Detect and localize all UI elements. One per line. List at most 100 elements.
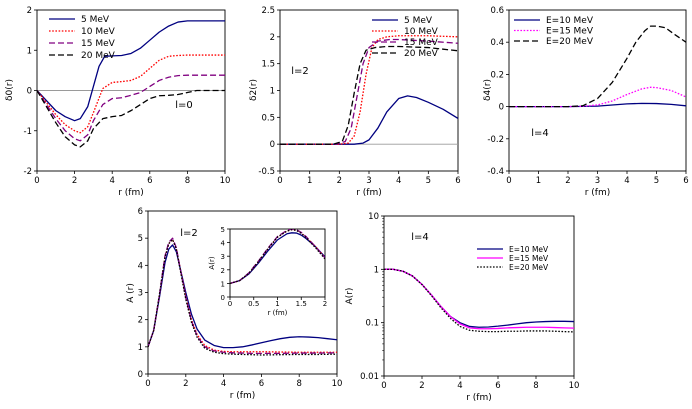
chart-4-annotation: l=2 — [180, 228, 198, 239]
chart-5-series-line-1 — [384, 268, 574, 328]
chart-3-series-line-3 — [509, 25, 686, 108]
chart-2-series-line-4 — [280, 45, 458, 145]
chart-5-series-line-3 — [384, 268, 574, 333]
chart-1-xtick-label: 10 — [220, 176, 231, 186]
chart-4-inset-ytick-label: 3 — [221, 253, 225, 261]
chart-4-xtick-label: 0 — [145, 379, 150, 389]
chart-5-annotation: l=4 — [411, 232, 429, 243]
chart-5-xtick-label: 8 — [533, 381, 538, 391]
chart-3-annotation: l=4 — [531, 128, 549, 139]
chart-1-xtick-label: 2 — [72, 176, 77, 186]
chart-5-xlabel: r (fm) — [466, 393, 492, 403]
chart-4-inset-ytick-label: 2 — [221, 267, 225, 275]
chart-5-ytick-label: 1 — [374, 265, 379, 275]
chart-2-ytick-label: -0.5 — [258, 167, 275, 177]
chart-1-ytick-label: 2 — [27, 6, 32, 16]
chart-1-legend-label-1: 5 MeV — [81, 15, 110, 25]
chart-3-ytick-label: -0.2 — [487, 135, 504, 145]
chart-1-ylabel: δ0(r) — [5, 79, 15, 101]
chart-1-xtick-label: 6 — [147, 176, 152, 186]
chart-3-legend-label-1: E=10 MeV — [546, 16, 594, 26]
chart-4-inset-ytick-label: 5 — [221, 226, 225, 234]
chart-3-ytick-label: -0.4 — [487, 167, 504, 177]
chart-2-series-line-1 — [280, 95, 458, 145]
chart-5-ytick-label: 10 — [368, 212, 379, 222]
chart-1-series-line-3 — [37, 74, 225, 142]
chart-4-ytick-label: 3 — [138, 289, 143, 299]
chart-2-ytick-label: 1 — [270, 87, 275, 97]
chart-3-series-line-1 — [509, 102, 686, 108]
chart-1-legend-label-2: 10 MeV — [81, 27, 116, 37]
chart-4-series-line-1 — [148, 244, 337, 349]
chart-2-ytick-label: 0 — [270, 140, 275, 150]
chart-4-inset-xtick-label: 1.5 — [296, 300, 307, 308]
chart-4-ytick-label: 0 — [138, 370, 143, 380]
chart-4-xtick-label: 4 — [221, 379, 226, 389]
chart-4-inset: 0 0.5 1 1.5 2 0 1 2 3 4 5 r (fm) A(r) — [208, 226, 327, 317]
chart-4-inset-ytick-label: 0 — [221, 294, 225, 302]
chart-4-inset-ytick-label: 1 — [221, 280, 225, 288]
chart-5-legend-label-3: E=20 MeV — [509, 263, 549, 272]
chart-5-xtick-label: 4 — [457, 381, 462, 391]
chart-2-ytick-label: 2.5 — [261, 6, 275, 16]
chart-4: 0 2 4 6 8 10 0 1 2 3 4 5 6 l=2 r (fm) A (r) 0 0.5 1 1.5 2 0 1 2… — [126, 207, 342, 401]
chart-2-xtick-label: 0 — [277, 176, 282, 186]
chart-2-legend-label-3: 15 MeV — [404, 38, 439, 48]
chart-2-annotation: l=2 — [291, 66, 309, 77]
chart-3-xtick-label: 1 — [536, 176, 541, 186]
chart-4-inset-xtick-label: 0 — [228, 300, 232, 308]
chart-2-legend-label-4: 20 MeV — [404, 49, 439, 59]
chart-2-xtick-label: 3 — [366, 176, 371, 186]
chart-4-ytick-label: 4 — [138, 261, 143, 271]
chart-4-inset-xtick-label: 0.5 — [248, 300, 259, 308]
chart-3-xtick-label: 6 — [683, 176, 688, 186]
chart-4-inset-ylabel: A(r) — [208, 256, 216, 269]
chart-2-ytick-label: 1.5 — [261, 60, 275, 70]
chart-1-xtick-label: 0 — [34, 176, 39, 186]
chart-3-xtick-label: 3 — [595, 176, 600, 186]
chart-5-legend-label-2: E=15 MeV — [509, 254, 549, 263]
chart-4-ytick-label: 1 — [138, 343, 143, 353]
chart-4-xlabel: r (fm) — [230, 391, 256, 401]
chart-4-inset-xtick-label: 2 — [323, 300, 327, 308]
chart-1-series-line-1 — [37, 20, 225, 122]
chart-1-legend-label-4: 20 MeV — [81, 51, 116, 61]
chart-3-xtick-label: 4 — [624, 176, 629, 186]
chart-5-ylabel: A(r) — [345, 288, 355, 305]
chart-4-ylabel: A (r) — [126, 283, 136, 303]
chart-3-ylabel: δ4(r) — [483, 79, 493, 101]
chart-5-frame — [383, 215, 575, 377]
chart-5-ytick-label: 0.01 — [360, 372, 379, 382]
chart-5-xtick-label: 6 — [495, 381, 500, 391]
chart-1-ytick-label: -2 — [24, 167, 32, 177]
chart-5-xtick-label: 10 — [569, 381, 580, 391]
chart-4-ytick-label: 5 — [138, 234, 143, 244]
chart-3-legend-label-2: E=15 MeV — [546, 27, 594, 37]
chart-4-ytick-label: 2 — [138, 316, 143, 326]
chart-4-xtick-label: 8 — [296, 379, 301, 389]
chart-4-xtick-label: 10 — [332, 379, 343, 389]
chart-2-xtick-label: 1 — [307, 176, 312, 186]
chart-1-series-line-4 — [37, 89, 225, 148]
chart-5-xtick-label: 0 — [381, 381, 386, 391]
chart-3-xtick-label: 2 — [565, 176, 570, 186]
chart-2-series-line-3 — [280, 38, 458, 145]
chart-2-xlabel: r (fm) — [356, 188, 382, 198]
chart-1-ytick-label: 0 — [27, 87, 32, 97]
chart-4-inset-series-line-3 — [230, 229, 325, 285]
chart-4-inset-xtick-label: 1 — [275, 300, 279, 308]
chart-2-xtick-label: 4 — [396, 176, 401, 186]
chart-1-series-line-2 — [37, 54, 225, 134]
chart-3-ytick-label: 0.6 — [490, 6, 504, 16]
chart-3-ytick-label: 0.2 — [490, 70, 504, 80]
chart-2-ylabel: δ2(r) — [249, 79, 259, 101]
chart-5-legend-label-1: E=10 MeV — [509, 245, 549, 254]
chart-3-frame — [508, 9, 687, 172]
chart-5-ytick-label: 0.1 — [365, 319, 379, 329]
chart-1-legend-label-3: 15 MeV — [81, 39, 116, 49]
chart-2-legend-label-1: 5 MeV — [404, 16, 433, 26]
chart-1-ytick-label: 1 — [27, 46, 32, 56]
chart-2-xtick-label: 5 — [426, 176, 431, 186]
